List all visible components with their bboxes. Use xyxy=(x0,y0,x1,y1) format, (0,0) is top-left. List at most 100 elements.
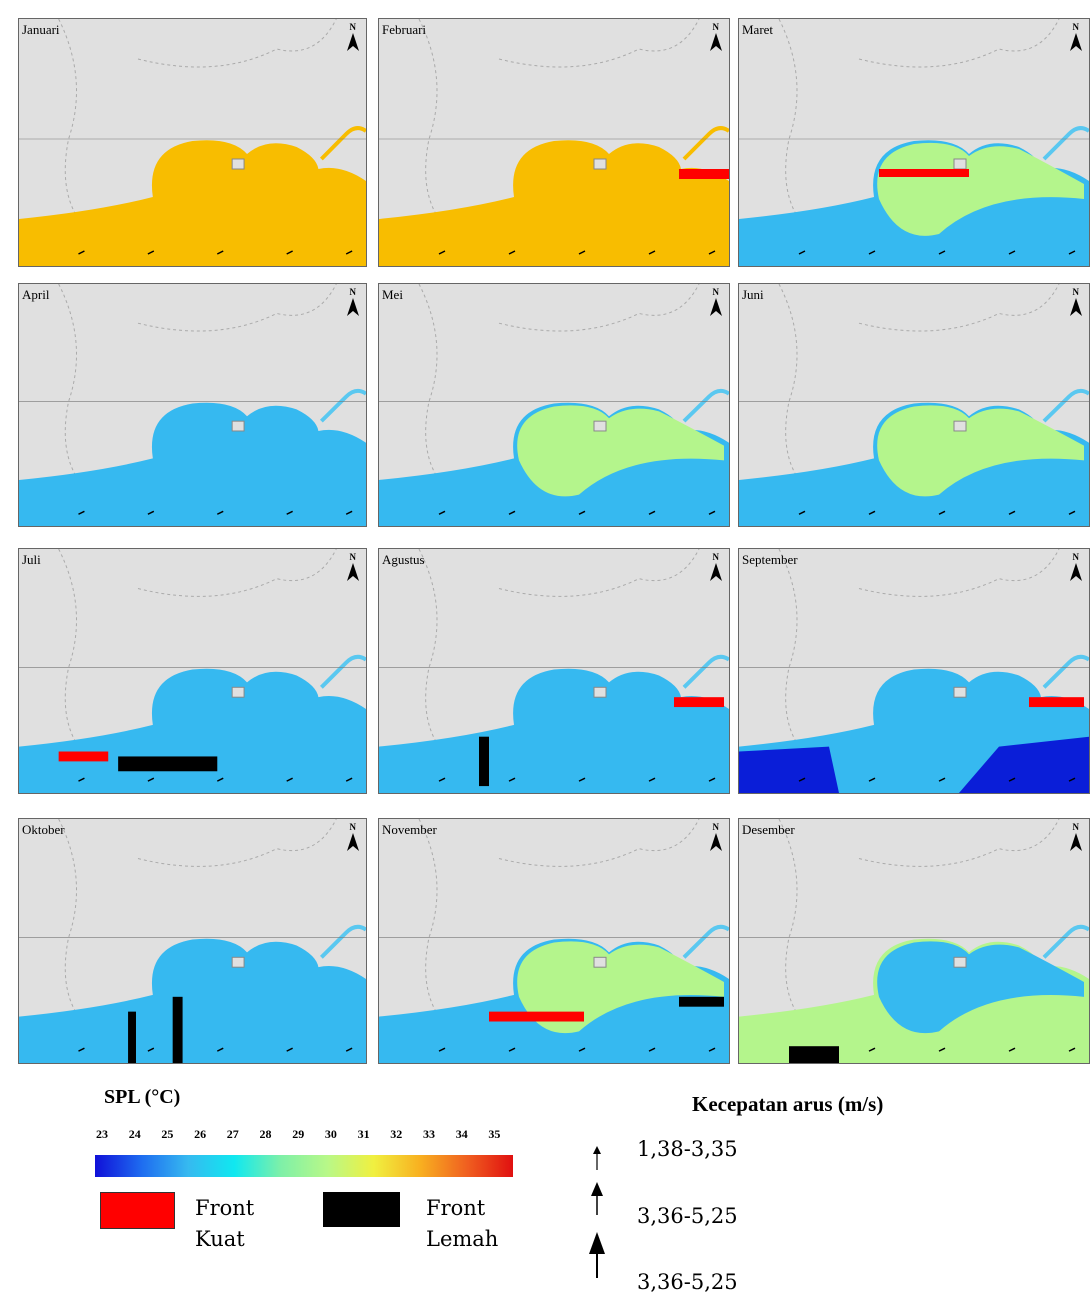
north-arrow xyxy=(709,563,723,581)
north-label: N xyxy=(1073,287,1080,297)
north-arrow xyxy=(1069,298,1083,316)
map xyxy=(19,819,366,1063)
month-label: Februari xyxy=(382,22,426,38)
front-strong xyxy=(674,697,724,707)
north-label: N xyxy=(1073,822,1080,832)
north-arrow xyxy=(709,833,723,851)
north-label: N xyxy=(350,22,357,32)
north-arrow xyxy=(709,33,723,51)
north-label: N xyxy=(713,822,720,832)
north-arrow-shape xyxy=(347,33,359,51)
north-arrow xyxy=(1069,33,1083,51)
month-label: Agustus xyxy=(382,552,425,568)
estuary xyxy=(684,128,729,159)
estuary xyxy=(321,128,366,159)
map xyxy=(379,19,729,266)
north-arrow-shape xyxy=(710,33,722,51)
map xyxy=(379,819,729,1063)
island xyxy=(594,421,606,431)
north-arrow-shape xyxy=(347,833,359,851)
month-label: Mei xyxy=(382,287,403,303)
island xyxy=(232,957,244,967)
map-panel: Juni N xyxy=(738,283,1090,527)
scale-label: 30 xyxy=(325,1127,337,1142)
current-label: 3,36-5,25 xyxy=(637,1204,738,1228)
map-panel: Februari N xyxy=(378,18,730,267)
front-lemah-swatch xyxy=(323,1192,400,1227)
north-arrow xyxy=(346,33,360,51)
estuary xyxy=(684,657,729,688)
month-label: Januari xyxy=(22,22,60,38)
island xyxy=(594,159,606,169)
estuary xyxy=(1044,391,1089,421)
north-label: N xyxy=(350,822,357,832)
front-weak xyxy=(789,1046,839,1063)
map xyxy=(379,549,729,793)
island xyxy=(594,957,606,967)
north-label: N xyxy=(350,552,357,562)
scale-label: 27 xyxy=(227,1127,239,1142)
north-label: N xyxy=(713,287,720,297)
map xyxy=(379,284,729,526)
scale-label: 33 xyxy=(423,1127,435,1142)
estuary xyxy=(684,927,729,958)
current-title: Kecepatan arus (m/s) xyxy=(692,1092,883,1117)
scale-label: 26 xyxy=(194,1127,206,1142)
month-label: Juni xyxy=(742,287,764,303)
scale-label: 32 xyxy=(390,1127,402,1142)
map-panel: JuliN xyxy=(18,548,367,794)
map xyxy=(739,549,1089,793)
map-panel: Mei N xyxy=(378,283,730,527)
map-panel: Desember N xyxy=(738,818,1090,1064)
month-label: September xyxy=(742,552,798,568)
front-strong xyxy=(679,169,729,179)
north-label: N xyxy=(713,552,720,562)
north-arrow-shape xyxy=(1070,33,1082,51)
north-arrow-shape xyxy=(1070,833,1082,851)
month-label: April xyxy=(22,287,49,303)
estuary xyxy=(1044,657,1089,688)
north-arrow xyxy=(1069,833,1083,851)
north-arrow-shape xyxy=(1070,563,1082,581)
estuary xyxy=(321,391,366,421)
current-label: 1,38-3,35 xyxy=(637,1137,738,1161)
scale-label: 34 xyxy=(456,1127,468,1142)
front-strong xyxy=(489,1012,584,1022)
estuary xyxy=(1044,128,1089,159)
north-label: N xyxy=(1073,22,1080,32)
estuary xyxy=(1044,927,1089,958)
current-label: 3,36-5,25 xyxy=(637,1270,738,1294)
map-panel: NovemberN xyxy=(378,818,730,1064)
north-arrow xyxy=(346,833,360,851)
north-arrow-shape xyxy=(710,833,722,851)
north-arrow xyxy=(709,298,723,316)
month-label: Desember xyxy=(742,822,795,838)
map-panel: Agustus N xyxy=(378,548,730,794)
map xyxy=(739,819,1089,1063)
front-lemah-label: Front Lemah xyxy=(426,1193,506,1255)
scale-label: 35 xyxy=(488,1127,500,1142)
month-label: Maret xyxy=(742,22,773,38)
island xyxy=(232,421,244,431)
front-strong xyxy=(59,752,109,762)
map xyxy=(19,549,366,793)
north-arrow xyxy=(346,563,360,581)
north-arrow-shape xyxy=(710,298,722,316)
north-label: N xyxy=(713,22,720,32)
front-kuat-label: Front Kuat xyxy=(195,1193,275,1255)
front-strong xyxy=(879,169,969,177)
scale-label: 23 xyxy=(96,1127,108,1142)
north-label: N xyxy=(350,287,357,297)
front-weak xyxy=(173,997,183,1063)
island xyxy=(954,687,966,697)
north-arrow-shape xyxy=(1070,298,1082,316)
front-weak xyxy=(128,1012,136,1063)
map xyxy=(19,19,366,266)
map xyxy=(739,19,1089,266)
island xyxy=(594,687,606,697)
estuary xyxy=(321,657,366,688)
estuary xyxy=(321,927,366,958)
island xyxy=(954,957,966,967)
scale-label: 31 xyxy=(358,1127,370,1142)
island xyxy=(232,687,244,697)
